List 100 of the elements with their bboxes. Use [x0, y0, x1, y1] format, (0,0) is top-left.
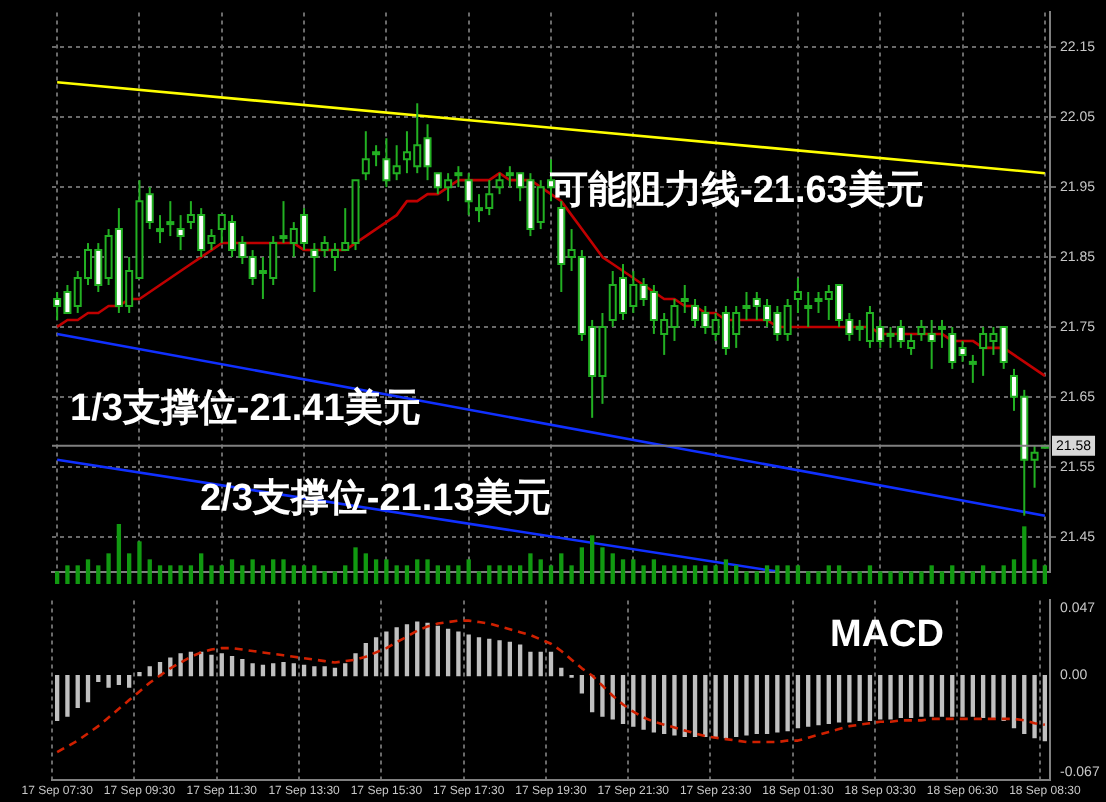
bar — [960, 571, 965, 584]
bar — [445, 565, 451, 584]
bar — [600, 547, 605, 584]
bar — [980, 565, 986, 584]
bar — [641, 565, 646, 584]
bar — [415, 621, 420, 677]
bar — [929, 565, 934, 584]
bar — [415, 559, 420, 584]
bar — [867, 674, 873, 722]
bar — [85, 559, 91, 584]
bar — [116, 674, 122, 685]
bar — [775, 674, 780, 733]
bar — [209, 654, 214, 677]
bar — [425, 559, 430, 584]
bar — [85, 674, 91, 703]
bar — [806, 571, 811, 584]
bar — [764, 674, 770, 735]
bar — [857, 674, 862, 722]
bar — [826, 674, 831, 724]
bar — [353, 547, 358, 584]
bar — [291, 663, 296, 677]
bar — [106, 674, 111, 688]
bar — [116, 524, 122, 584]
bar — [456, 565, 461, 584]
bar — [363, 553, 368, 584]
bar — [950, 674, 955, 717]
bar — [919, 571, 924, 584]
bar — [723, 559, 729, 584]
bar — [878, 571, 883, 584]
bar — [281, 661, 286, 677]
bar — [754, 571, 759, 584]
bar — [682, 674, 687, 737]
bar — [579, 547, 585, 584]
bar — [209, 565, 214, 584]
bar — [939, 674, 945, 717]
bar — [507, 641, 513, 677]
bar — [178, 565, 183, 584]
bar — [692, 565, 698, 584]
bar — [147, 666, 152, 677]
bar — [312, 565, 317, 584]
bar — [908, 571, 914, 584]
bar — [898, 674, 903, 719]
bar — [651, 559, 657, 584]
bar — [229, 656, 235, 677]
bar — [312, 666, 317, 677]
bar — [384, 559, 389, 584]
bar — [517, 565, 523, 584]
bar — [703, 674, 708, 737]
bar — [806, 674, 811, 727]
bar — [1032, 559, 1037, 584]
bar — [888, 571, 893, 584]
bar — [672, 674, 677, 736]
bar — [590, 535, 595, 584]
bar — [260, 664, 266, 677]
bar — [878, 674, 883, 720]
bar — [548, 651, 554, 677]
bar — [754, 674, 759, 735]
annotation: MACD — [830, 614, 944, 657]
annotation: 1/3支撑位-21.41美元 — [70, 386, 421, 431]
bar — [497, 565, 502, 584]
bar — [188, 565, 194, 584]
bar — [404, 624, 410, 677]
bar — [476, 637, 482, 677]
bar — [641, 674, 646, 730]
bar — [394, 627, 399, 677]
bar — [764, 565, 770, 584]
bar — [157, 565, 163, 584]
bar — [106, 553, 111, 584]
bar — [75, 565, 80, 584]
bar — [682, 565, 687, 584]
bar — [219, 565, 224, 584]
bar — [672, 565, 677, 584]
bar — [476, 571, 482, 584]
bar — [229, 559, 235, 584]
bar — [127, 674, 132, 688]
bar — [260, 565, 266, 584]
bar — [240, 565, 245, 584]
bar — [1011, 674, 1017, 729]
bar — [343, 565, 348, 584]
bar — [713, 565, 718, 584]
bar — [538, 651, 543, 677]
bar — [528, 553, 533, 584]
bar — [219, 653, 224, 677]
bar — [507, 565, 513, 584]
bar — [723, 674, 729, 739]
bar — [1042, 674, 1048, 742]
bar — [322, 666, 327, 677]
bar — [734, 565, 739, 584]
bar — [662, 565, 667, 584]
bar — [795, 674, 801, 729]
bar — [970, 571, 975, 584]
bar — [271, 559, 276, 584]
bar — [528, 651, 533, 677]
bar — [65, 565, 70, 584]
bar — [178, 653, 183, 677]
bar — [631, 559, 636, 584]
bar — [456, 631, 461, 677]
bar — [240, 658, 245, 677]
bar — [54, 571, 60, 584]
bar — [620, 559, 626, 584]
